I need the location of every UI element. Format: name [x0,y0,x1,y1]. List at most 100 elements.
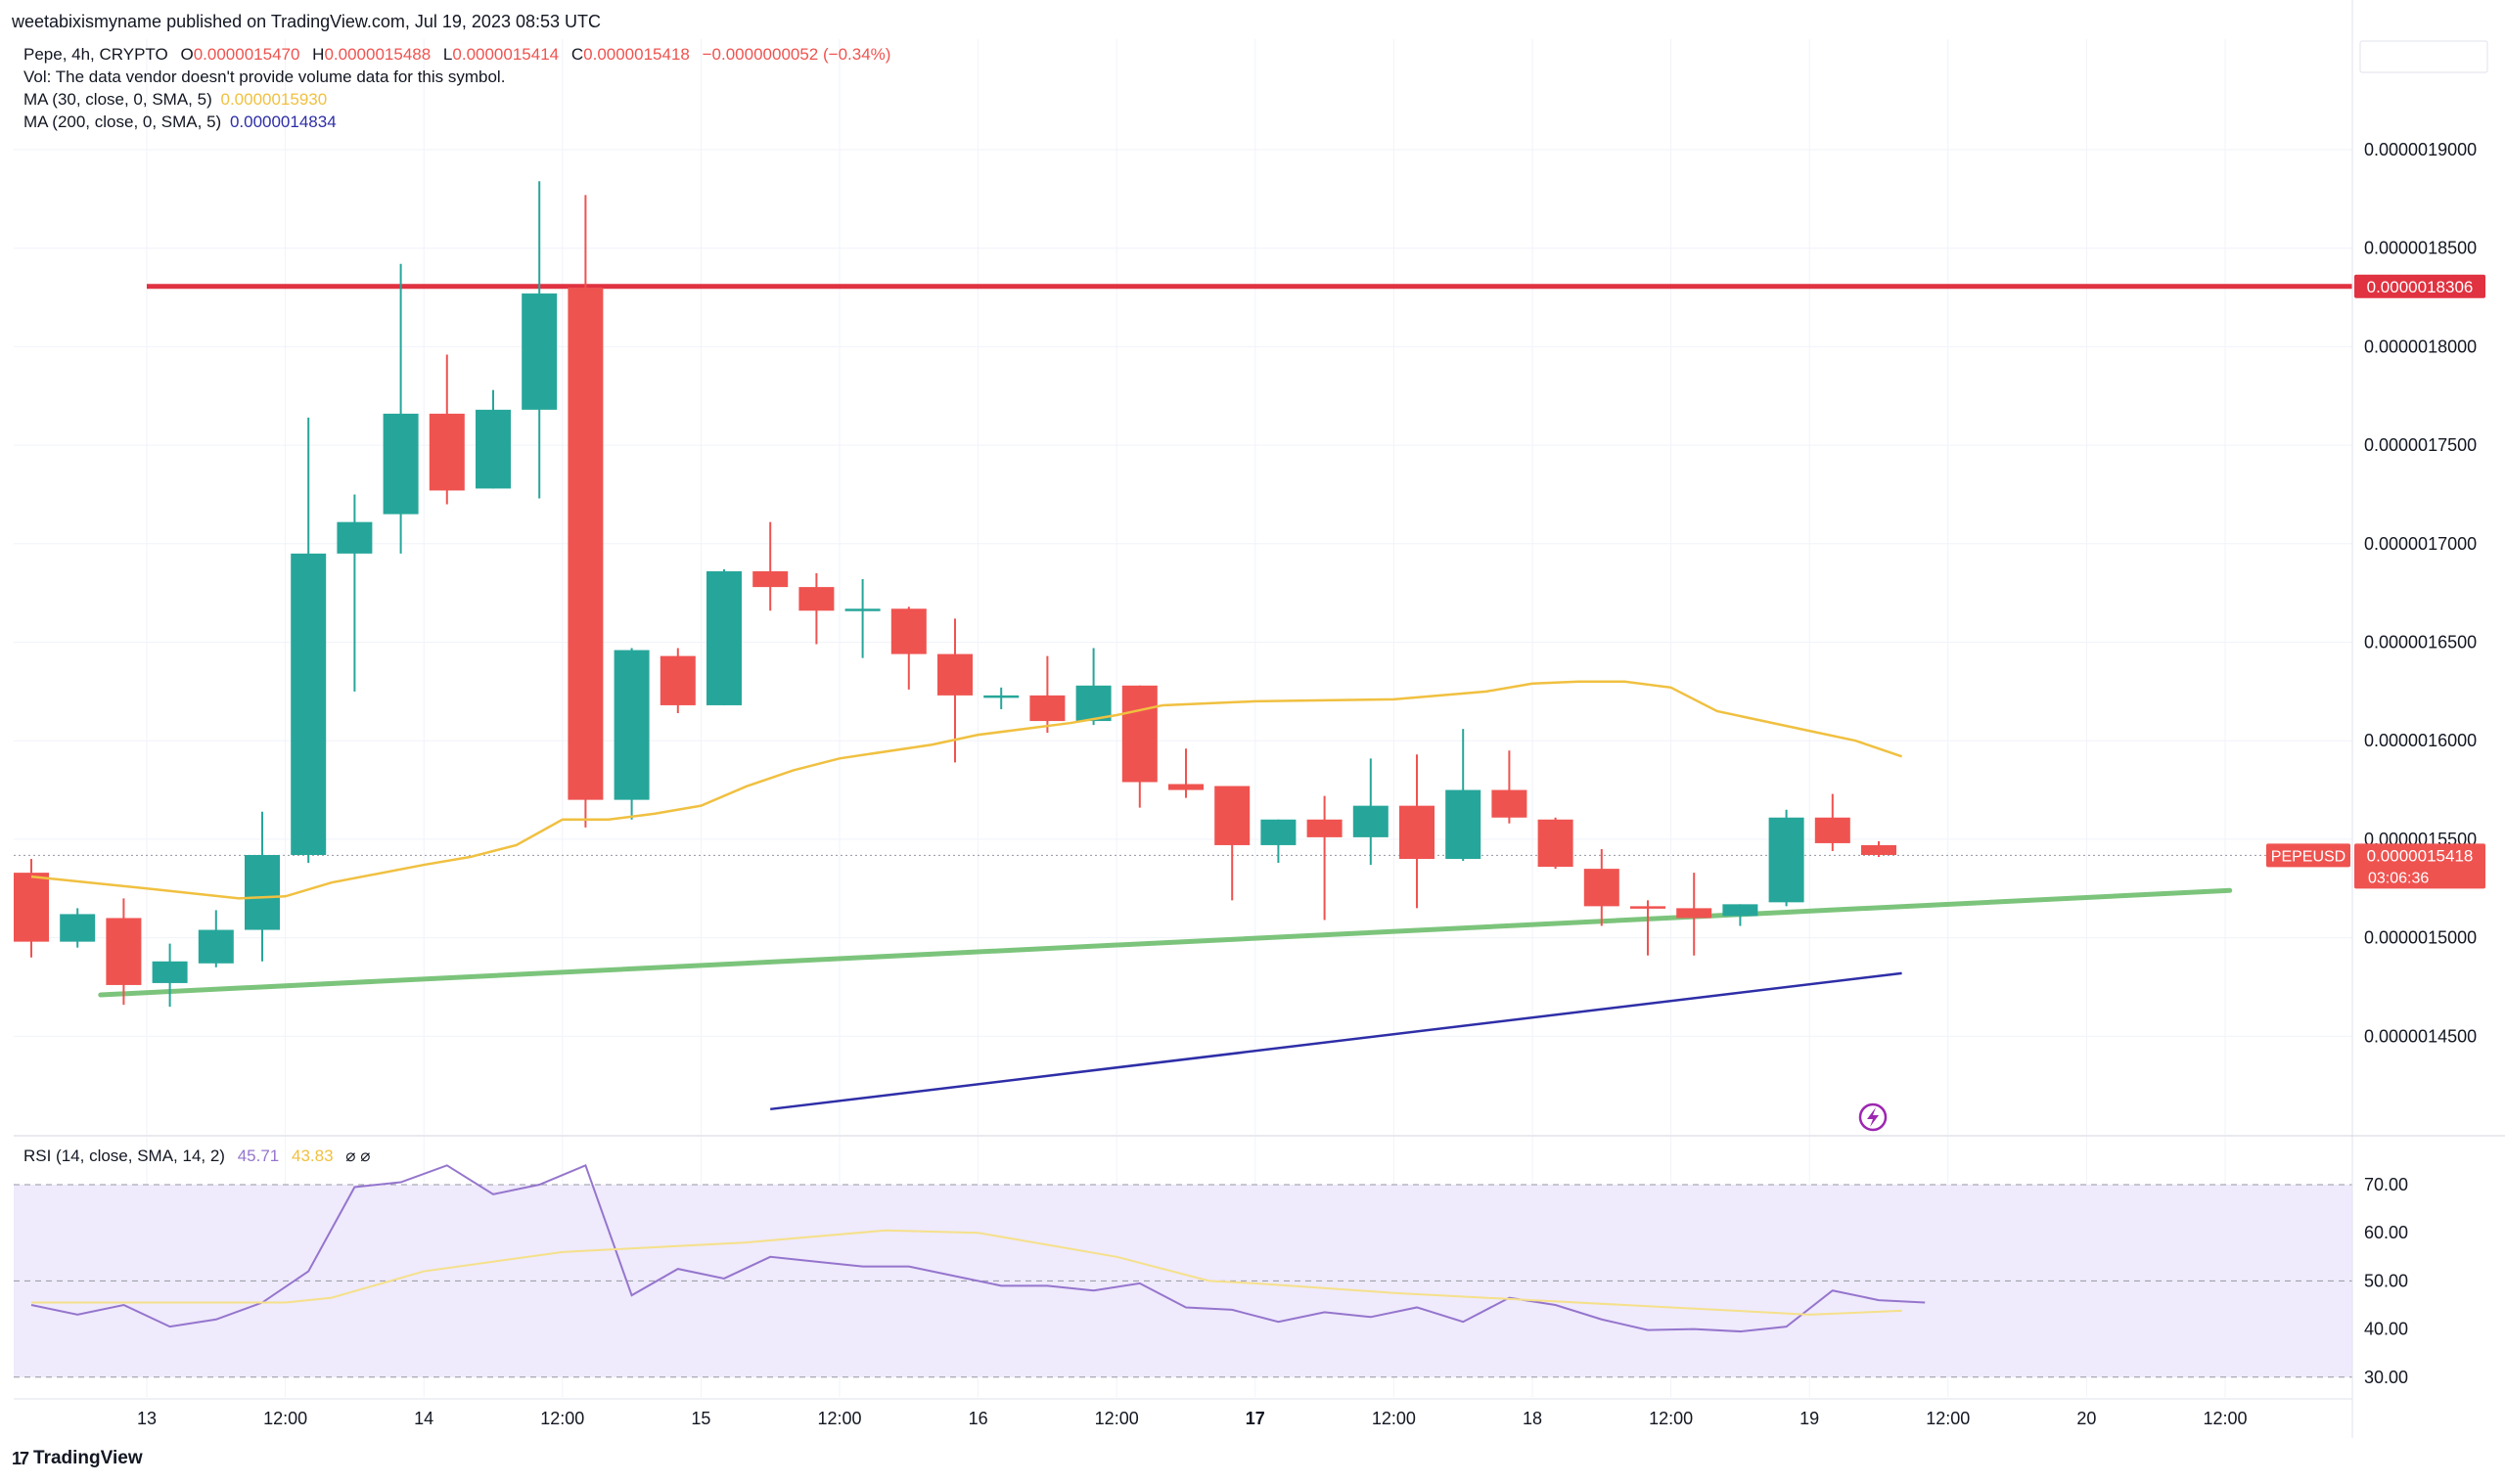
candle [1814,793,1850,851]
rsi-label: RSI (14, close, SMA, 14, 2) [23,1147,225,1165]
candle-body [1445,789,1481,860]
low-label: L [442,45,453,64]
candle-body [1399,805,1435,860]
candle [1121,685,1158,808]
resistance-price-tag [2354,274,2485,298]
candle [106,898,142,1006]
rsi-line [30,1163,1926,1333]
rsi-ma-line [31,1229,1902,1316]
symbol-legend-row: Pepe, 4h, CRYPTO O0.0000015470 H0.000001… [23,45,890,65]
candle-body [1352,805,1389,837]
time-tick-label: 12:00 [263,1409,307,1428]
rsi-value: 45.71 [237,1147,280,1165]
ma30-line [30,680,1903,900]
candle-body [383,413,419,515]
candle [890,607,927,690]
time-tick-label: 20 [2076,1409,2096,1428]
candle [983,687,1020,709]
time-tick-label: 12:00 [1649,1409,1693,1428]
rsi-layer [30,1163,1926,1333]
price-tick-label: 0.0000018500 [2364,239,2477,258]
rsi-tick-label: 60.00 [2364,1223,2408,1242]
moving-average-layer [30,680,1903,1111]
candle-body [245,855,280,930]
rsi-band [14,1185,2352,1377]
candle [1029,655,1066,734]
ma200-label: MA (200, close, 0, SMA, 5) [23,112,222,131]
candle-body [198,929,234,964]
rsi-tick-label: 30.00 [2364,1368,2408,1387]
candle [1676,873,1712,956]
time-tick-label: 13 [137,1409,157,1428]
price-labels-layer: 0.0000018306 PEPEUSD 0.0000015418 03:06:36 [1858,274,2485,1132]
candle-body [522,293,558,410]
tradingview-logo-icon: 17 [12,1448,29,1468]
candles-layer [14,181,1896,1008]
countdown-text: 03:06:36 [2368,870,2429,886]
candle-body [106,918,142,985]
candle-body [1260,819,1297,845]
candle [1583,848,1619,926]
price-tick-label: 0.0000015000 [2364,928,2477,948]
candle [14,859,49,958]
candle-body [476,409,511,489]
candle [245,811,280,962]
candle [1537,817,1573,870]
trendline-layer [14,284,2352,998]
candle-body [983,695,1020,698]
price-tick-label: 0.0000016500 [2364,633,2477,652]
time-tick-label: 17 [1246,1409,1265,1428]
ma200-legend: MA (200, close, 0, SMA, 5) 0.0000014834 [23,112,337,132]
symbol-line: Pepe, 4h, CRYPTO [23,45,168,64]
candle [429,354,465,505]
candle-body [152,961,188,983]
symbol-tag-text: PEPEUSD [2271,848,2346,865]
last-price-text: 0.0000015418 [2367,846,2474,865]
candle-body [337,521,373,554]
time-tick-label: 18 [1523,1409,1542,1428]
lightning-icon[interactable] [1858,1102,1888,1132]
candle-body [60,914,96,942]
rsi-ma-value: 43.83 [291,1147,334,1165]
ma200-line [770,971,1902,1111]
brand-name: TradingView [33,1448,143,1468]
candle [798,573,835,645]
candle-body [568,287,604,800]
time-tick-label: 12:00 [540,1409,584,1428]
high-value: 0.0000015488 [324,45,432,64]
candle-body [614,650,650,800]
candle [291,417,327,864]
price-tick-label: 0.0000017500 [2364,435,2477,455]
candle-body [1722,904,1758,917]
candle [1260,819,1297,864]
price-tick-label: 0.0000019000 [2364,140,2477,159]
high-label: H [312,45,325,64]
rsi-tick-label: 70.00 [2364,1175,2408,1194]
ma30-label: MA (30, close, 0, SMA, 5) [23,90,212,109]
candle-body [1676,908,1712,919]
candle [614,648,650,820]
time-tick-label: 15 [691,1409,710,1428]
candle [1306,795,1343,921]
axes-layer: 0.00000190000.00000185000.00000180000.00… [14,0,2505,1438]
candle [383,263,419,554]
candle-body [706,570,742,705]
candle [1722,904,1758,926]
candle [1352,758,1389,866]
tradingview-brand[interactable]: 17 TradingView [12,1448,143,1469]
candle [337,494,373,692]
candle [198,910,234,967]
candle [60,908,96,948]
volume-legend: Vol: The data vendor doesn't provide vol… [23,67,506,86]
time-tick-label: 16 [969,1409,988,1428]
candle [752,521,789,611]
rsi-tick-label: 40.00 [2364,1320,2408,1339]
support-line [98,887,2233,998]
candle-body [1768,817,1804,903]
rsi-empty-icons: ⌀ ⌀ [345,1147,371,1165]
close-label: C [570,45,584,64]
candle-body [1075,685,1112,722]
candle [1768,809,1804,907]
time-tick-label: 19 [1799,1409,1819,1428]
